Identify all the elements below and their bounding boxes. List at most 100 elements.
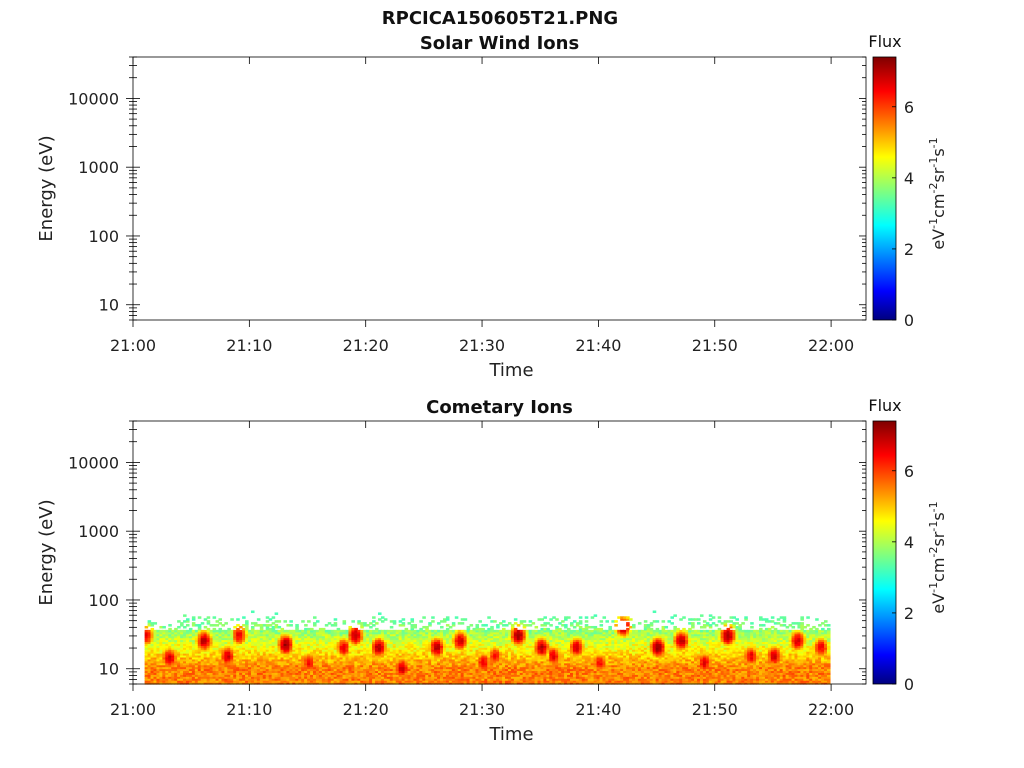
heatmap-cell: [386, 680, 391, 683]
heatmap-cell: [428, 680, 432, 683]
heatmap-cell: [578, 653, 583, 656]
heatmap-cell: [608, 639, 612, 643]
heatmap-cell: [457, 647, 462, 650]
heatmap-cell: [168, 660, 172, 664]
heatmap-cell: [369, 668, 373, 672]
heatmap-cell: [543, 639, 547, 643]
heatmap-cell: [608, 680, 612, 683]
heatmap-cell: [469, 649, 474, 652]
heatmap-cell: [428, 658, 432, 662]
heatmap-cell: [537, 662, 542, 666]
heatmap-cell: [245, 676, 249, 679]
heatmap-cell: [596, 654, 601, 658]
heatmap-cell: [256, 641, 261, 644]
heatmap-cell: [478, 620, 482, 623]
heatmap-cell: [227, 682, 231, 685]
heatmap-cell: [289, 637, 293, 641]
heatmap-cell: [516, 682, 521, 685]
heatmap-cell: [321, 658, 326, 662]
heatmap-cell: [212, 682, 217, 685]
heatmap-cell: [348, 629, 352, 633]
heatmap-cell: [256, 670, 261, 673]
heatmap-cell: [262, 639, 267, 643]
heatmap-cell: [496, 633, 500, 637]
heatmap-cell: [203, 647, 208, 650]
heatmap-cell: [572, 635, 577, 639]
heatmap-cell: [499, 672, 503, 675]
heatmap-cell: [499, 680, 503, 683]
heatmap-cell: [386, 664, 391, 668]
heatmap-cell: [197, 633, 202, 637]
heatmap-cell: [484, 653, 488, 656]
heatmap-cell: [567, 670, 571, 673]
heatmap-cell: [614, 637, 618, 641]
heatmap-cell: [543, 635, 547, 639]
heatmap-cell: [153, 658, 158, 662]
heatmap-cell: [407, 622, 412, 625]
heatmap-cell: [330, 670, 335, 673]
heatmap-cell: [531, 658, 536, 662]
heatmap-cell: [578, 635, 583, 639]
heatmap-cell: [224, 664, 228, 668]
heatmap-cell: [147, 637, 152, 641]
heatmap-cell: [442, 670, 447, 673]
heatmap-cell: [537, 618, 542, 621]
heatmap-cell: [295, 627, 299, 631]
heatmap-cell: [366, 637, 370, 641]
heatmap-cell: [567, 682, 571, 685]
heatmap-cell: [584, 666, 589, 670]
heatmap-cell: [466, 654, 471, 658]
heatmap-cell: [422, 653, 426, 656]
heatmap-cell: [339, 662, 344, 666]
heatmap-cell: [206, 678, 211, 681]
heatmap-cell: [345, 668, 350, 672]
heatmap-cell: [342, 678, 347, 681]
heatmap-cell: [310, 649, 314, 652]
heatmap-cell: [313, 666, 317, 670]
heatmap-cell: [587, 625, 592, 629]
heatmap-cell: [218, 629, 223, 633]
heatmap-cell: [549, 662, 553, 666]
heatmap-cell: [230, 637, 234, 641]
heatmap-cell: [286, 654, 290, 658]
heatmap-cell: [315, 680, 320, 683]
heatmap-cell: [534, 656, 539, 660]
heatmap-cell: [339, 682, 344, 685]
heatmap-cell: [561, 633, 565, 637]
heatmap-cell: [200, 682, 205, 685]
heatmap-cell: [351, 653, 355, 656]
heatmap-cell: [342, 622, 347, 625]
heatmap-cell: [572, 680, 577, 683]
heatmap-cell: [383, 656, 388, 660]
heatmap-cell: [587, 651, 592, 654]
heatmap-cell: [596, 678, 601, 681]
heatmap-cell: [410, 635, 415, 639]
heatmap-cell: [416, 649, 420, 652]
heatmap-cell: [543, 678, 547, 681]
heatmap-cell: [377, 670, 382, 673]
heatmap-cell: [572, 629, 577, 633]
heatmap-cell: [265, 664, 270, 668]
heatmap-cell: [301, 676, 305, 679]
heatmap-cell: [174, 641, 178, 644]
heatmap-cell: [321, 649, 326, 652]
heatmap-cell: [292, 633, 296, 637]
heatmap-cell: [410, 631, 415, 635]
heatmap-cell: [174, 649, 178, 652]
heatmap-cell: [150, 666, 155, 670]
heatmap-cell: [531, 651, 536, 654]
heatmap-cell: [487, 678, 491, 681]
heatmap-cell: [159, 653, 163, 656]
heatmap-cell: [578, 620, 583, 623]
heatmap-cell: [605, 678, 609, 681]
heatmap-cell: [540, 658, 544, 662]
heatmap-cell: [265, 641, 270, 644]
heatmap-cell: [611, 654, 615, 658]
heatmap-cell: [197, 658, 202, 662]
heatmap-cell: [191, 653, 196, 656]
heatmap-cell: [522, 676, 527, 679]
heatmap-cell: [292, 680, 296, 683]
heatmap-cell: [156, 651, 160, 654]
heatmap-cell: [445, 641, 450, 644]
heatmap-cell: [546, 674, 550, 677]
